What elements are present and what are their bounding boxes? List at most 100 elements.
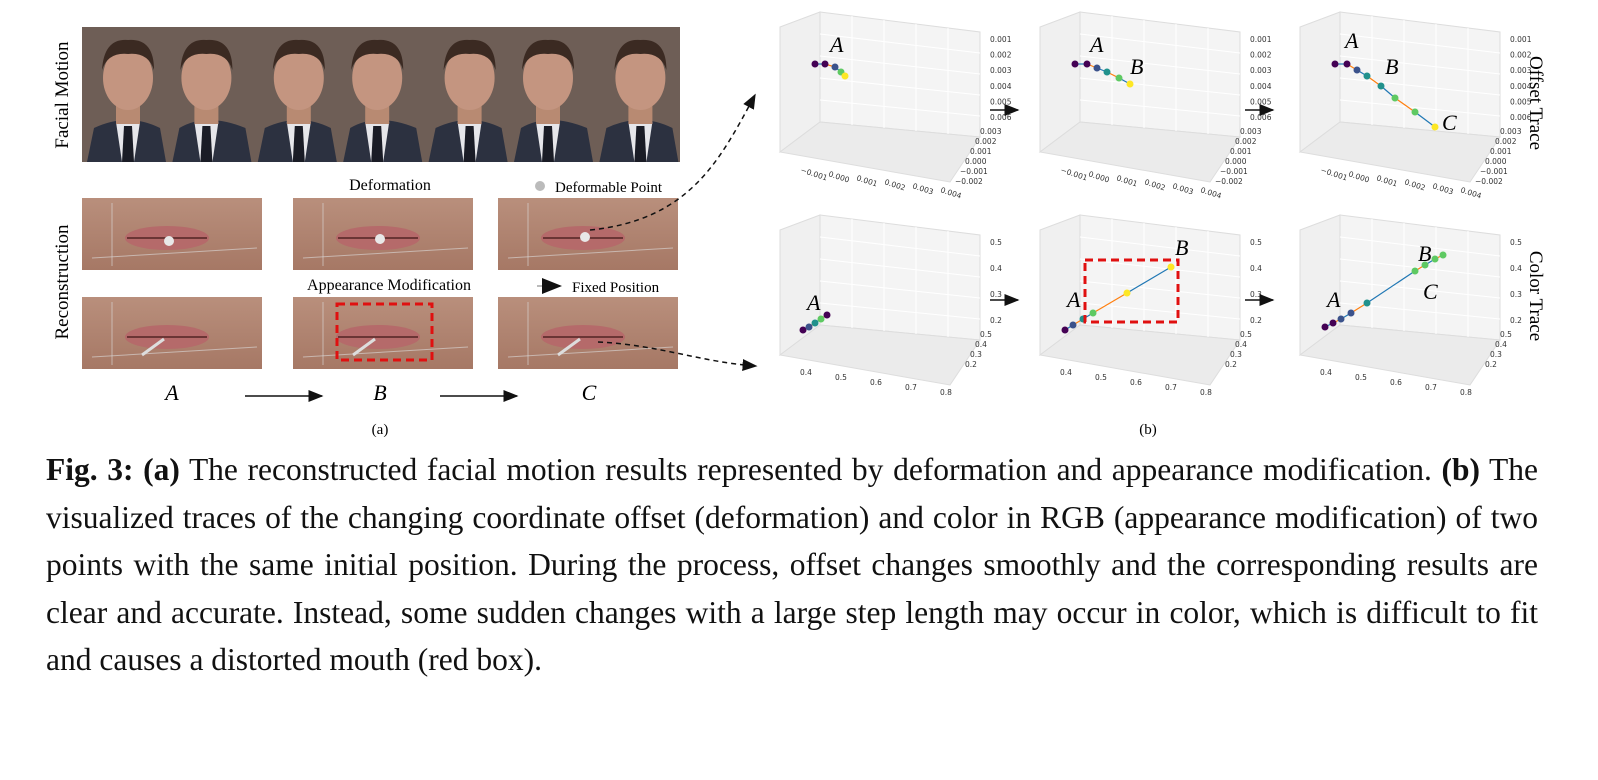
trace-letter: B — [1130, 54, 1143, 79]
z-tick-label: 0.2 — [1510, 316, 1522, 325]
deformable-point-label: Deformable Point — [555, 180, 663, 196]
trace-point — [817, 315, 825, 323]
trace-letter: B — [1175, 235, 1188, 260]
y-tick-label: 0.002 — [1235, 137, 1257, 146]
hair — [614, 39, 667, 70]
facial-motion-strip — [82, 27, 680, 162]
trace-point — [1377, 82, 1385, 90]
deformable-point — [164, 236, 174, 246]
x-tick-label: 0.8 — [940, 388, 952, 397]
fixed-arrow — [557, 337, 581, 357]
pane — [1298, 324, 1501, 386]
deformable-point — [580, 232, 590, 242]
y-tick-label: 0.4 — [1495, 340, 1507, 349]
x-tick-label: 0.8 — [1460, 388, 1472, 397]
trace-point — [1123, 289, 1131, 297]
trace-point — [1343, 60, 1351, 68]
z-tick-label: 0.3 — [990, 290, 1002, 299]
plot-3d: 0.50.40.30.20.50.40.30.20.40.50.60.70.8A — [778, 214, 1002, 397]
row-label: Offset Trace — [1525, 56, 1546, 150]
face — [181, 46, 232, 110]
pane-grid — [1339, 236, 1501, 257]
plot-3d: 0.0010.0020.0030.0040.0050.0060.0030.002… — [1298, 11, 1532, 201]
x-tick-label: 0.001 — [1115, 173, 1138, 188]
z-tick-label: 0.4 — [990, 264, 1002, 273]
x-tick-label: 0.000 — [1087, 169, 1110, 184]
trace-point — [821, 60, 829, 68]
trace-point — [841, 72, 849, 80]
trace-point — [799, 326, 807, 334]
trace-point — [1363, 72, 1371, 80]
caption-text: The reconstructed facial motion results … — [188, 452, 1432, 487]
y-tick-label: 0.4 — [1235, 340, 1247, 349]
row-label: Reconstruction — [52, 224, 73, 340]
z-tick-label: 0.2 — [990, 316, 1002, 325]
trace-line — [1414, 111, 1436, 128]
trace-point — [1061, 326, 1069, 334]
x-tick-label: 0.5 — [835, 373, 847, 382]
pane — [819, 214, 981, 341]
z-tick-label: 0.4 — [1510, 264, 1522, 273]
y-tick-label: 0.000 — [1485, 157, 1507, 166]
z-tick-label: 0.002 — [1250, 51, 1272, 60]
trace-letter: B — [1418, 241, 1431, 266]
face — [352, 46, 403, 110]
y-tick-label: 0.3 — [1230, 350, 1242, 359]
trace-letter: C — [1423, 279, 1438, 304]
trace-point — [1411, 267, 1419, 275]
y-tick-label: 0.3 — [1490, 350, 1502, 359]
axis-guide — [507, 346, 674, 358]
pane-grid — [1339, 55, 1501, 75]
z-tick-label: 0.006 — [1510, 113, 1532, 122]
axis-guide — [302, 346, 469, 358]
hair — [351, 39, 404, 70]
tie — [634, 126, 647, 162]
step-label: A — [163, 380, 179, 405]
z-tick-label: 0.004 — [1510, 82, 1532, 91]
pane-grid — [819, 258, 981, 278]
trace-point — [805, 323, 813, 331]
x-tick-label: 0.003 — [911, 181, 934, 196]
z-tick-label: 0.005 — [1510, 97, 1532, 106]
plot-3d: 0.50.40.30.20.50.40.30.20.40.50.60.70.8A… — [1298, 214, 1522, 397]
trace-point — [1126, 80, 1134, 88]
pane-grid — [1079, 33, 1241, 54]
z-tick-label: 0.003 — [990, 66, 1012, 75]
z-tick-label: 0.001 — [1510, 35, 1532, 44]
trace-point — [1321, 323, 1329, 331]
trace-letter: C — [1442, 110, 1457, 135]
pane-grid — [1079, 55, 1241, 75]
trace-point — [1391, 94, 1399, 102]
x-tick-label: 0.000 — [827, 169, 850, 184]
hair — [522, 39, 574, 70]
trace-point — [1167, 263, 1175, 271]
figure-label: Fig. 3: — [46, 452, 134, 487]
trace-line — [1092, 292, 1128, 314]
pane-grid — [1079, 280, 1241, 299]
pane-grid — [1079, 258, 1241, 278]
tie — [200, 126, 213, 162]
x-tick-label: 0.7 — [1425, 383, 1437, 392]
red-box — [1083, 258, 1180, 324]
trace-point — [831, 63, 839, 71]
pane-grid — [1079, 77, 1241, 96]
x-tick-label: 0.000 — [1347, 169, 1370, 184]
z-tick-label: 0.002 — [990, 51, 1012, 60]
trace-point — [811, 60, 819, 68]
x-tick-label: 0.6 — [870, 378, 882, 387]
trace-point — [1439, 251, 1447, 259]
hair — [180, 39, 233, 70]
plot-3d: 0.0010.0020.0030.0040.0050.0060.0030.002… — [778, 11, 1012, 201]
trace-letter: A — [1325, 287, 1341, 312]
trace-letter: A — [1065, 287, 1081, 312]
pane — [1079, 11, 1241, 138]
y-tick-label: 0.5 — [1240, 330, 1252, 339]
trace-point — [1071, 60, 1079, 68]
y-tick-label: 0.003 — [980, 127, 1002, 136]
x-tick-label: −0.001 — [1319, 165, 1348, 182]
y-tick-label: −0.001 — [1220, 167, 1248, 176]
x-tick-label: 0.4 — [800, 368, 812, 377]
trace-letter: A — [1088, 32, 1104, 57]
y-tick-label: 0.001 — [970, 147, 992, 156]
